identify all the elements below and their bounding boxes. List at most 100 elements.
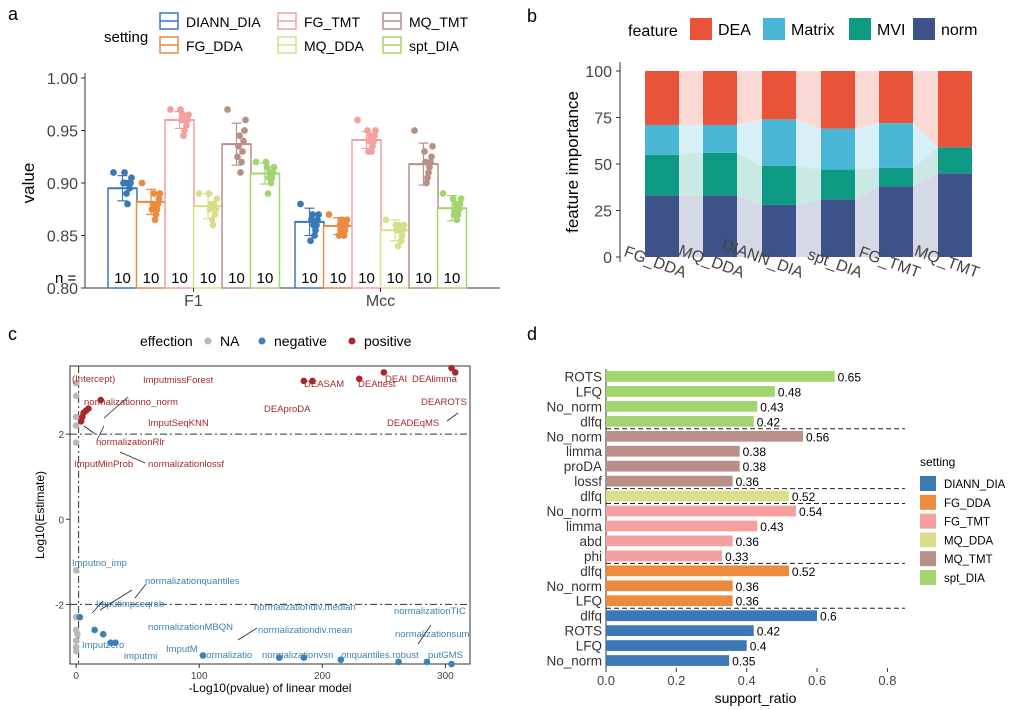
annotation-label: Imputzero — [82, 640, 124, 651]
value-label: 0.65 — [838, 370, 862, 384]
point-F1-spt_DIA — [264, 190, 272, 197]
bar-DIANN_DIA-LFQ — [606, 640, 747, 651]
legend-title: effection — [140, 333, 193, 349]
x-tick-label: 0.0 — [597, 673, 615, 688]
point-F1-MQ_TMT — [241, 127, 248, 134]
point-F1-MQ_DDA — [207, 200, 215, 208]
n-value: 10 — [358, 270, 375, 287]
legend-label-FG_TMT: FG_TMT — [304, 14, 360, 30]
point-F1-DIANN_DIA — [120, 179, 127, 187]
flow-band-norm — [796, 199, 821, 257]
point-negative — [107, 639, 114, 647]
panel-label-a: a — [8, 4, 19, 24]
panel-a-chart: setting DIANN_DIA FG_TMT MQ_TMT FG_DDA MQ_DDA… — [19, 12, 500, 310]
y-tick-label: 0.90 — [47, 176, 78, 193]
flow-band-MVI — [855, 167, 879, 200]
bar-FG_TMT-abd — [606, 535, 733, 547]
value-label: 0.42 — [757, 415, 781, 429]
point-Mcc-spt_DIA — [450, 211, 458, 218]
annotation-leader — [119, 451, 146, 464]
point-negative — [448, 660, 455, 668]
flow-band-MVI — [737, 152, 762, 205]
flow-band-DEA — [737, 71, 762, 125]
n-value: 10 — [200, 270, 217, 287]
y-tick-label: No_norm — [546, 654, 602, 669]
x-axis-label: -Log10(pvalue) of linear model — [189, 681, 352, 695]
flow-band-Matrix — [737, 119, 762, 166]
bar-segment-FG_DDA-norm — [645, 195, 679, 257]
point-Mcc-FG_DDA — [343, 216, 351, 224]
legend-title: setting — [920, 455, 955, 469]
value-label: 0.48 — [778, 385, 802, 399]
value-label: 0.43 — [760, 520, 784, 534]
point-F1-MQ_TMT — [224, 106, 231, 113]
annotation-label: normalizationdiv.mean — [258, 625, 352, 636]
x-tick-label: 100 — [191, 671, 208, 682]
point-NA — [74, 630, 81, 638]
legend-swatch-Matrix — [763, 18, 785, 40]
legend-label-spt_DIA: spt_DIA — [409, 38, 459, 54]
x-tick-label: 0.2 — [667, 673, 685, 688]
legend-swatch-DIANN_DIA — [920, 476, 936, 491]
plot-frame — [69, 365, 471, 665]
legend-title: feature — [628, 23, 678, 40]
annotation-leader — [103, 396, 129, 419]
point-negative — [76, 613, 84, 621]
point-Mcc-spt_DIA — [449, 195, 457, 203]
annotation-leader — [91, 600, 104, 614]
bar-spt_DIA-dlfq — [606, 415, 754, 427]
point-F1-MQ_DDA — [208, 216, 216, 224]
bar-MQ_DDA-dlfq — [606, 490, 789, 502]
legend-label-norm: norm — [941, 22, 977, 39]
point-Mcc-MQ_TMT — [429, 142, 436, 150]
bar-F1-FG_TMT — [164, 119, 195, 289]
point-negative — [423, 658, 431, 666]
bar-DIANN_DIA-No_norm — [606, 655, 730, 666]
annotation-label: ImputmissForest — [143, 375, 214, 386]
point-negative — [91, 626, 98, 634]
point-F1-MQ_DDA — [213, 195, 221, 203]
annotation-label: DEAlimma — [412, 374, 458, 385]
n-value: 10 — [228, 270, 245, 287]
y-tick-label: LFQ — [576, 639, 602, 654]
bar-FG_TMT-phi — [606, 550, 723, 562]
point-F1-MQ_DDA — [211, 211, 219, 218]
annotation-label: ImputM — [166, 644, 198, 655]
point-F1-FG_TMT — [183, 121, 190, 129]
point-F1-FG_TMT — [167, 106, 174, 113]
bar-segment-MQ_DDA-norm — [703, 195, 737, 257]
point-Mcc-spt_DIA — [453, 216, 461, 224]
annotation-label: normalizationlossf — [148, 459, 224, 470]
annotation-leader — [417, 624, 432, 645]
annotation-leader — [134, 583, 147, 599]
point-positive — [309, 377, 316, 385]
y-tick-label: 25 — [594, 204, 612, 221]
point-Mcc-FG_TMT — [369, 142, 376, 150]
legend-label-negative: negative — [274, 333, 327, 349]
annotation-label: normalizationquantiles — [145, 576, 240, 587]
x-tick-label-F1: F1 — [184, 293, 203, 310]
y-tick-label: No_norm — [546, 579, 602, 594]
point-F1-DIANN_DIA — [126, 184, 133, 192]
point-positive — [97, 396, 105, 404]
point-NA — [72, 567, 80, 574]
point-F1-FG_DDA — [156, 190, 164, 197]
annotation-label: normalizationdiv.median — [254, 602, 356, 613]
legend-label-NA: NA — [220, 333, 240, 349]
point-Mcc-FG_DDA — [337, 226, 345, 234]
bar-F1-MQ_DDA — [192, 205, 224, 289]
value-label: 0.36 — [736, 595, 760, 609]
y-tick-label: 0.80 — [47, 281, 78, 298]
point-Mcc-FG_DDA — [340, 232, 348, 239]
bar-FG_DDA-LFQ — [606, 595, 733, 607]
y-tick-label: 50 — [594, 157, 612, 174]
y-tick-label: phi — [584, 549, 602, 564]
flow-band-norm — [913, 173, 938, 257]
n-value: 10 — [415, 270, 432, 287]
bar-segment-MQ_DDA-MVI — [703, 152, 737, 196]
bar-segment-FG_TMT-Matrix — [879, 123, 913, 168]
point-F1-FG_DDA — [155, 195, 163, 203]
legend-label-MQ_DDA: MQ_DDA — [304, 38, 365, 54]
point-F1-FG_TMT — [181, 127, 188, 134]
